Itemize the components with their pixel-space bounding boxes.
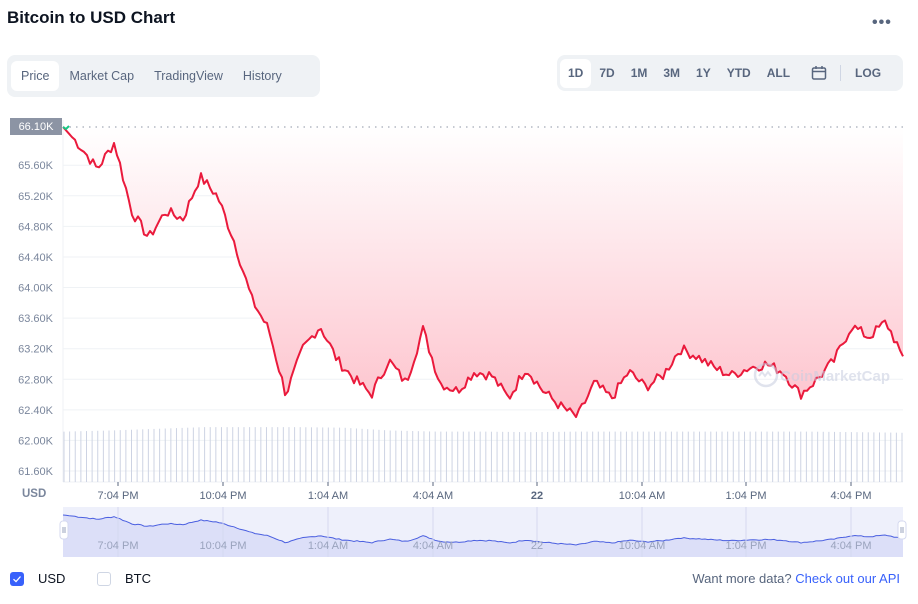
range-3m[interactable]: 3M <box>663 66 681 80</box>
chart-footer: USD BTC Want more data? Check out our AP… <box>0 566 918 594</box>
navigator-handle[interactable] <box>59 520 69 540</box>
svg-text:62.40K: 62.40K <box>18 405 54 417</box>
svg-text:22: 22 <box>531 490 543 502</box>
more-horizontal-icon: ••• <box>872 14 892 31</box>
svg-text:61.60K: 61.60K <box>18 466 54 478</box>
range-1m[interactable]: 1M <box>630 66 648 80</box>
btc-checkbox[interactable] <box>97 572 111 586</box>
time-range-selector: 1D 7D 1M 3M 1Y YTD ALL LOG <box>557 55 903 91</box>
volume-bars <box>63 427 903 482</box>
tab-price[interactable]: Price <box>11 61 60 91</box>
svg-text:1:04 AM: 1:04 AM <box>308 540 348 552</box>
tab-tradingview[interactable]: TradingView <box>154 69 223 83</box>
divider <box>840 65 842 81</box>
svg-text:63.20K: 63.20K <box>18 344 54 356</box>
range-navigator[interactable]: 7:04 PM 10:04 PM 1:04 AM 4:04 AM 22 10:04 AM 1… <box>59 507 907 557</box>
svg-text:65.20K: 65.20K <box>18 191 54 203</box>
svg-text:1:04 PM: 1:04 PM <box>726 540 767 552</box>
svg-text:65.60K: 65.60K <box>18 160 54 172</box>
axis-currency-label: USD <box>22 488 47 500</box>
log-scale-toggle[interactable]: LOG <box>855 66 882 80</box>
svg-text:10:04 PM: 10:04 PM <box>199 490 246 502</box>
price-chart[interactable]: 61.60K 62.00K 62.40K 62.80K 63.20K 63.60K 64.0… <box>0 0 918 560</box>
usd-checkbox[interactable] <box>10 572 24 586</box>
svg-text:1:04 AM: 1:04 AM <box>308 490 348 502</box>
svg-text:CoinMarketCap: CoinMarketCap <box>780 368 890 385</box>
svg-text:4:04 PM: 4:04 PM <box>831 490 872 502</box>
y-axis-labels: 61.60K 62.00K 62.40K 62.80K 63.20K 63.60K 64.0… <box>18 160 54 478</box>
tab-market-cap[interactable]: Market Cap <box>69 69 135 83</box>
usd-checkbox-label[interactable]: USD <box>38 571 66 586</box>
svg-text:7:04 PM: 7:04 PM <box>98 490 139 502</box>
svg-text:4:04 AM: 4:04 AM <box>413 490 453 502</box>
more-options-button[interactable]: ••• <box>872 14 892 32</box>
range-ytd[interactable]: YTD <box>726 66 751 80</box>
svg-text:22: 22 <box>531 540 543 552</box>
x-axis: 7:04 PM 10:04 PM 1:04 AM 4:04 AM 22 10:04 AM 1… <box>98 482 872 502</box>
btc-checkbox-label[interactable]: BTC <box>125 571 151 586</box>
svg-text:7:04 PM: 7:04 PM <box>98 540 139 552</box>
tab-history[interactable]: History <box>242 69 282 83</box>
svg-text:62.80K: 62.80K <box>18 374 54 386</box>
svg-text:62.00K: 62.00K <box>18 435 54 447</box>
svg-text:10:04 AM: 10:04 AM <box>619 490 665 502</box>
svg-text:4:04 PM: 4:04 PM <box>831 540 872 552</box>
current-price-tag: 66.10K <box>10 118 62 135</box>
check-icon <box>13 576 21 583</box>
svg-text:4:04 AM: 4:04 AM <box>413 540 453 552</box>
svg-text:64.80K: 64.80K <box>18 221 54 233</box>
date-range-button[interactable] <box>804 59 834 88</box>
calendar-icon <box>811 66 827 80</box>
svg-text:64.40K: 64.40K <box>18 252 54 264</box>
navigator-handle[interactable] <box>897 520 907 540</box>
api-prompt-text: Want more data? <box>692 571 792 586</box>
range-1d[interactable]: 1D <box>560 58 592 88</box>
svg-text:64.00K: 64.00K <box>18 283 54 295</box>
svg-text:1:04 PM: 1:04 PM <box>726 490 767 502</box>
range-7d[interactable]: 7D <box>599 66 615 80</box>
range-1y[interactable]: 1Y <box>696 66 711 80</box>
svg-text:63.60K: 63.60K <box>18 313 54 325</box>
api-promo: Want more data? Check out our API <box>692 571 900 586</box>
api-link[interactable]: Check out our API <box>795 571 900 586</box>
price-line <box>62 126 904 419</box>
svg-text:10:04 AM: 10:04 AM <box>619 540 665 552</box>
chart-type-tabs: Price Market Cap TradingView History <box>7 55 320 97</box>
svg-text:10:04 PM: 10:04 PM <box>199 540 246 552</box>
page-title: Bitcoin to USD Chart <box>7 8 176 27</box>
coinmarketcap-watermark: CoinMarketCap <box>753 362 890 388</box>
range-all[interactable]: ALL <box>766 66 791 80</box>
